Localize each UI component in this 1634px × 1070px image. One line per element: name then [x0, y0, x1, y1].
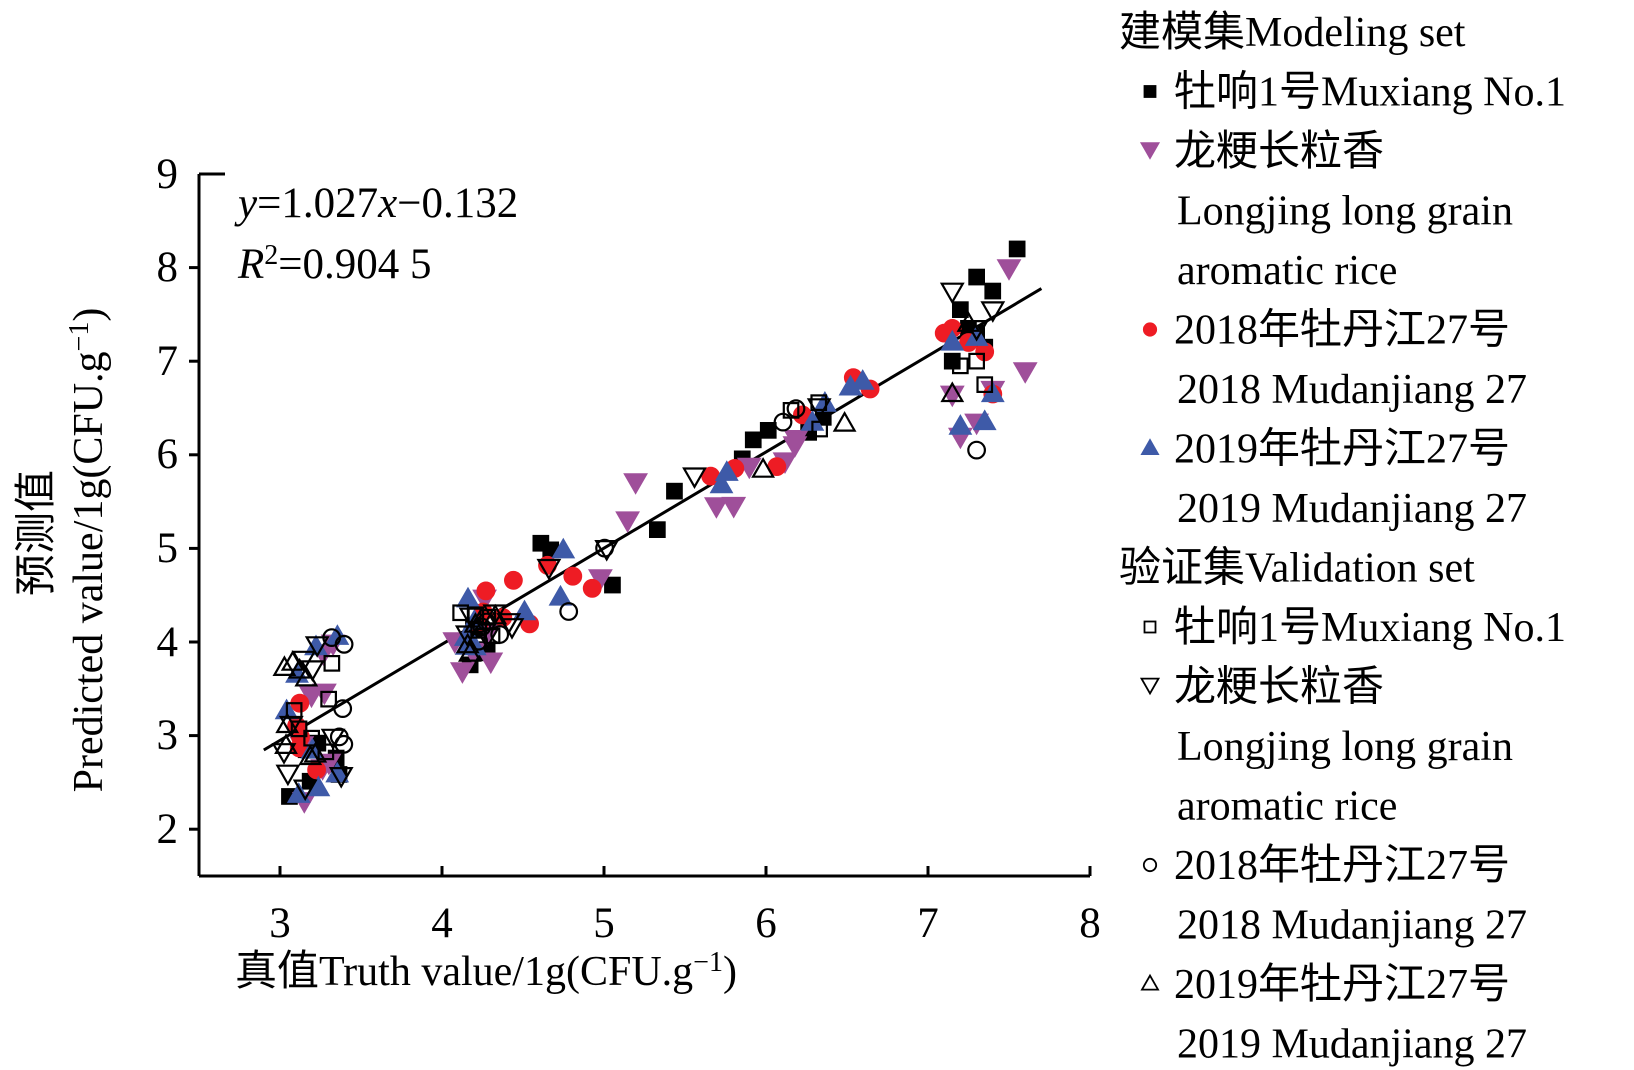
svg-text:龙粳长粒香: 龙粳长粒香 — [1174, 129, 1384, 175]
svg-text:2019年牡丹江27号: 2019年牡丹江27号 — [1174, 426, 1510, 473]
svg-text:6: 6 — [755, 900, 777, 947]
svg-text:8: 8 — [1079, 900, 1101, 947]
svg-text:7: 7 — [157, 338, 179, 385]
svg-text:牡响1号Muxiang No.1: 牡响1号Muxiang No.1 — [1174, 70, 1566, 116]
svg-text:8: 8 — [157, 244, 179, 291]
svg-text:5: 5 — [593, 900, 615, 947]
svg-text:牡响1号Muxiang No.1: 牡响1号Muxiang No.1 — [1174, 605, 1566, 651]
svg-text:6: 6 — [157, 431, 179, 478]
svg-text:2018 Mudanjiang 27: 2018 Mudanjiang 27 — [1177, 367, 1527, 413]
svg-text:aromatic rice: aromatic rice — [1177, 784, 1397, 830]
svg-text:4: 4 — [431, 900, 453, 947]
svg-text:aromatic rice: aromatic rice — [1177, 248, 1397, 294]
svg-text:2019 Mudanjiang 27: 2019 Mudanjiang 27 — [1177, 486, 1527, 532]
svg-text:7: 7 — [917, 900, 939, 947]
svg-text:2018年牡丹江27号: 2018年牡丹江27号 — [1174, 842, 1510, 889]
svg-text:R2=0.904 5: R2=0.904 5 — [237, 240, 432, 288]
svg-text:4: 4 — [157, 619, 179, 666]
svg-text:2019年牡丹江27号: 2019年牡丹江27号 — [1174, 961, 1510, 1008]
svg-text:5: 5 — [157, 525, 179, 572]
svg-text:真值Truth value/1g(CFU.g−1): 真值Truth value/1g(CFU.g−1) — [235, 947, 737, 995]
svg-text:3: 3 — [269, 900, 291, 947]
svg-text:2018 Mudanjiang 27: 2018 Mudanjiang 27 — [1177, 903, 1527, 949]
svg-text:Predicted value/1g(CFU.g−1): Predicted value/1g(CFU.g−1) — [64, 308, 112, 793]
svg-text:9: 9 — [157, 151, 179, 198]
svg-text:2018年牡丹江27号: 2018年牡丹江27号 — [1174, 307, 1510, 354]
svg-text:Longjing long grain: Longjing long grain — [1177, 189, 1513, 235]
svg-text:预测值: 预测值 — [14, 470, 60, 596]
svg-text:2019 Mudanjiang 27: 2019 Mudanjiang 27 — [1177, 1022, 1527, 1068]
svg-text:Longjing long grain: Longjing long grain — [1177, 724, 1513, 770]
svg-text:y=1.027x−0.132: y=1.027x−0.132 — [234, 180, 518, 227]
svg-text:2: 2 — [157, 806, 179, 853]
svg-text:验证集Validation set: 验证集Validation set — [1119, 545, 1475, 592]
svg-text:龙粳长粒香: 龙粳长粒香 — [1174, 665, 1384, 711]
svg-text:3: 3 — [157, 712, 179, 759]
svg-text:建模集Modeling set: 建模集Modeling set — [1119, 10, 1466, 56]
